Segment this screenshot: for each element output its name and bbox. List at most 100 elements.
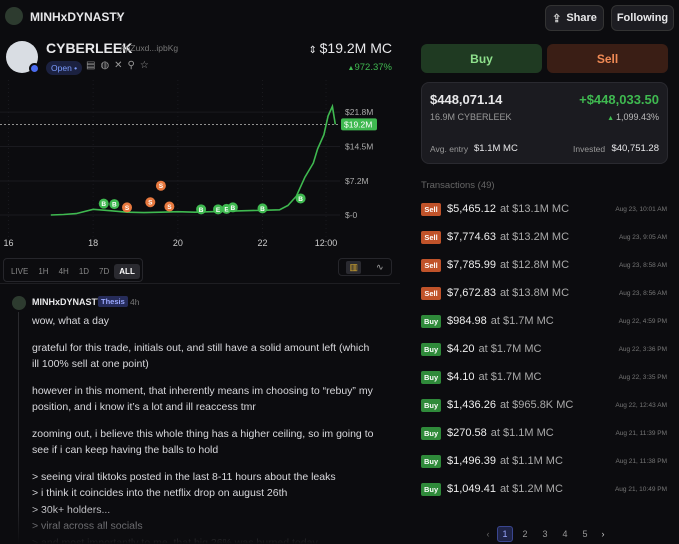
trade-marker[interactable]	[257, 203, 268, 214]
tx-time: Aug 23, 9:05 AM	[618, 233, 667, 241]
position-pnl: +$448,033.50	[579, 92, 659, 107]
tx-amount: $5,465.12	[447, 203, 496, 215]
side-tag: Buy	[421, 426, 441, 440]
position-pnl-pct: ▲ 1,099.43%	[607, 112, 659, 122]
trade-marker-label: B	[199, 207, 204, 214]
trade-marker-label: E	[216, 207, 221, 214]
share-icon: ⇪	[552, 12, 562, 25]
timeframe-tab[interactable]: ALL	[114, 264, 140, 279]
tx-amount: $4.20	[447, 343, 475, 355]
trade-marker-label: B	[260, 206, 265, 213]
page-button[interactable]: 3	[542, 529, 548, 539]
tx-amount: $1,496.39	[447, 455, 496, 467]
position-pnl-pct-value: 1,099.43%	[615, 112, 659, 122]
page-button[interactable]: 5	[582, 529, 588, 539]
trade-marker-label: B	[231, 205, 236, 212]
page-button[interactable]: 4	[562, 529, 568, 539]
tx-time: Aug 23, 8:58 AM	[618, 261, 667, 269]
trade-marker[interactable]	[145, 197, 156, 208]
trade-marker[interactable]	[295, 193, 306, 204]
page-button[interactable]: 1	[497, 526, 513, 542]
trade-marker[interactable]	[98, 198, 109, 209]
transaction-row[interactable]: Buy $4.20 at $1.7M MC Aug 22, 3:36 PM	[421, 339, 667, 359]
price-chart[interactable]: $-0 $7.2M $14.5M $21.8M 16 18 20 22 12:00 $19.2M B…	[0, 80, 400, 252]
following-button[interactable]: Following	[611, 5, 674, 31]
page-button[interactable]: 2	[522, 529, 528, 539]
verified-badge	[29, 63, 40, 74]
tx-time: Aug 22, 12:43 AM	[615, 401, 667, 409]
trade-marker-label: S	[148, 200, 153, 207]
post-badge: Thesis	[98, 296, 128, 307]
trade-marker[interactable]	[227, 202, 238, 213]
timeframe-tab[interactable]: 7D	[99, 267, 110, 276]
price-line	[50, 103, 337, 216]
token-mc-value: $19.2M MC	[319, 40, 392, 56]
trade-marker[interactable]	[213, 204, 224, 215]
trade-marker-label: S	[167, 204, 172, 211]
transaction-row[interactable]: Buy $984.98 at $1.7M MC Aug 22, 4:59 PM	[421, 311, 667, 331]
transaction-row[interactable]: Buy $1,049.41 at $1.2M MC Aug 21, 10:49 PM	[421, 479, 667, 499]
trade-marker[interactable]	[109, 199, 120, 210]
transaction-row[interactable]: Buy $4.10 at $1.7M MC Aug 22, 3:35 PM	[421, 367, 667, 387]
post-avatar	[12, 296, 26, 310]
tx-time: Aug 22, 3:35 PM	[618, 373, 667, 381]
chevron: ›	[116, 9, 120, 23]
trade-marker-label: B	[298, 196, 303, 203]
tx-amount: $7,785.99	[447, 259, 496, 271]
transaction-row[interactable]: Sell $7,785.99 at $12.8M MC Aug 23, 8:58 AM	[421, 255, 667, 275]
tx-time: Aug 22, 3:36 PM	[618, 345, 667, 353]
tx-amount: $1,436.26	[447, 399, 496, 411]
thread-line	[18, 312, 19, 544]
token-name: CYBERLEEK	[46, 40, 133, 56]
avg-entry: $1.1M MC	[474, 143, 518, 154]
post-paragraph: wow, what a day	[32, 315, 110, 327]
side-tag: Buy	[421, 342, 441, 356]
side-tag: Buy	[421, 314, 441, 328]
position-amount: 16.9M CYBERLEEK	[430, 112, 512, 122]
tx-time: Aug 23, 10:01 AM	[615, 205, 667, 213]
post-time: 4h	[130, 297, 140, 307]
chart-type-toggle[interactable]: ▥ ∿	[338, 258, 392, 276]
transactions-title: Transactions (49)	[421, 180, 495, 191]
transaction-row[interactable]: Buy $1,496.39 at $1.1M MC Aug 21, 11:38 PM	[421, 451, 667, 471]
prev-page[interactable]: ‹	[486, 529, 490, 539]
buy-button[interactable]: Buy	[421, 44, 542, 73]
tx-mc: at $13.2M MC	[499, 231, 570, 243]
trade-marker[interactable]	[196, 204, 207, 215]
trade-marker[interactable]	[122, 202, 133, 213]
timeframe-tab[interactable]: 4H	[58, 267, 69, 276]
transaction-row[interactable]: Sell $7,774.63 at $13.2M MC Aug 23, 9:05 AM	[421, 227, 667, 247]
tx-mc: at $12.8M MC	[499, 259, 570, 271]
sell-button[interactable]: Sell	[547, 44, 668, 73]
transaction-row[interactable]: Buy $1,436.26 at $965.8K MC Aug 22, 12:43 A…	[421, 395, 667, 415]
transaction-row[interactable]: Sell $5,465.12 at $13.1M MC Aug 23, 10:01 A…	[421, 199, 667, 219]
y-tick-label: $7.2M	[345, 176, 369, 186]
trade-marker[interactable]	[164, 201, 175, 212]
status-label: Open	[51, 63, 72, 73]
side-tag: Sell	[421, 258, 441, 272]
post-author[interactable]: MINHxDYNASTY	[32, 297, 104, 307]
transaction-row[interactable]: Sell $7,672.83 at $13.8M MC Aug 23, 8:56 AM	[421, 283, 667, 303]
current-price-tag	[341, 118, 377, 131]
trade-marker-label: S	[159, 183, 164, 190]
timeframe-tab[interactable]: LIVE	[11, 267, 29, 276]
tx-mc: at $13.8M MC	[499, 287, 570, 299]
trade-marker-label: E	[224, 206, 229, 213]
avg-entry-label: Avg. entry	[430, 144, 469, 154]
share-button[interactable]: ⇪ Share	[545, 5, 604, 31]
next-page[interactable]: ›	[601, 529, 605, 539]
y-tick-label: $-0	[345, 210, 358, 220]
transaction-row[interactable]: Buy $270.58 at $1.1M MC Aug 21, 11:39 PM	[421, 423, 667, 443]
tx-mc: at $1.7M MC	[478, 343, 542, 355]
up-arrow: ▲	[347, 65, 355, 72]
position-card	[421, 82, 668, 164]
timeframe-tab[interactable]: 1H	[38, 267, 49, 276]
timeframe-tab[interactable]: 1D	[78, 267, 90, 276]
trade-marker[interactable]	[155, 180, 166, 191]
social-icons[interactable]: ▤◍✕⚲☆	[86, 60, 154, 71]
tx-mc: at $1.2M MC	[499, 483, 563, 495]
tx-mc: at $1.1M MC	[490, 427, 554, 439]
token-address[interactable]: ApZuxd...ipbKg	[120, 43, 179, 53]
user-name[interactable]: MINHxDYNASTY	[30, 10, 125, 24]
